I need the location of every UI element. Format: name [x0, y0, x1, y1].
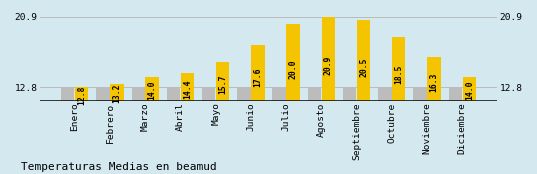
- Bar: [61, 87, 75, 101]
- Bar: [462, 77, 476, 101]
- Bar: [308, 87, 321, 101]
- Bar: [427, 57, 441, 101]
- Text: 14.0: 14.0: [148, 81, 157, 100]
- Bar: [251, 45, 265, 101]
- Bar: [75, 87, 89, 101]
- Bar: [286, 24, 300, 101]
- Bar: [357, 20, 370, 101]
- Bar: [167, 87, 180, 101]
- Bar: [343, 87, 357, 101]
- Text: 17.6: 17.6: [253, 68, 263, 87]
- Bar: [272, 87, 286, 101]
- Text: 18.5: 18.5: [394, 65, 403, 84]
- Text: 20.5: 20.5: [359, 57, 368, 77]
- Text: 14.4: 14.4: [183, 80, 192, 99]
- Bar: [146, 77, 159, 101]
- Bar: [237, 87, 251, 101]
- Bar: [448, 87, 462, 101]
- Bar: [392, 37, 405, 101]
- Text: 15.7: 15.7: [218, 75, 227, 94]
- Text: 12.8: 12.8: [77, 85, 86, 105]
- Bar: [322, 17, 335, 101]
- Text: 16.3: 16.3: [430, 73, 439, 92]
- Text: Temperaturas Medias en beamud: Temperaturas Medias en beamud: [21, 162, 217, 172]
- Bar: [413, 87, 427, 101]
- Text: 20.9: 20.9: [324, 56, 333, 75]
- Bar: [110, 84, 124, 101]
- Bar: [96, 87, 110, 101]
- Bar: [132, 87, 145, 101]
- Text: 14.0: 14.0: [465, 81, 474, 100]
- Bar: [180, 73, 194, 101]
- Bar: [378, 87, 391, 101]
- Bar: [202, 87, 215, 101]
- Text: 13.2: 13.2: [112, 84, 121, 103]
- Text: 20.0: 20.0: [288, 59, 297, 78]
- Bar: [216, 62, 229, 101]
